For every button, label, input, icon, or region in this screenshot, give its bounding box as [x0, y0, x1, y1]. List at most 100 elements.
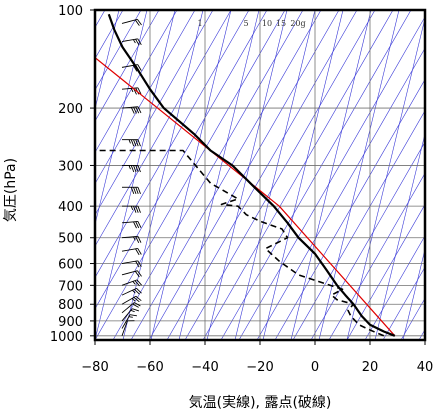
wind-barb-flag — [132, 39, 136, 44]
y-tick-label: 400 — [58, 200, 83, 215]
wind-barb-column — [121, 18, 142, 336]
wind-barb-flag — [132, 281, 136, 285]
wind-barb — [121, 18, 142, 26]
skew-line — [95, 10, 196, 185]
wind-barb-flag — [132, 289, 136, 294]
wind-barb-flag — [128, 316, 133, 318]
x-tick-label: 40 — [417, 360, 434, 375]
wind-barb-flag — [137, 248, 142, 255]
wind-barb-staff — [121, 287, 137, 296]
wind-barb-flag — [137, 106, 142, 114]
wind-barb-flag — [137, 187, 141, 194]
wind-barb-flag — [135, 248, 140, 256]
y-tick-label: 900 — [58, 315, 83, 330]
wind-barb-flag — [130, 107, 135, 114]
wind-barb-flag — [137, 206, 141, 213]
wind-barb-flag — [137, 236, 142, 243]
wind-barb-flag — [133, 187, 137, 194]
wind-barb-flag — [137, 270, 142, 277]
wind-barb — [121, 260, 142, 268]
mixing-line — [95, 10, 120, 111]
mixing-ratio-label: 1 — [197, 19, 202, 28]
wind-barb-flag — [136, 288, 142, 294]
reference-line — [95, 57, 396, 337]
wind-barb-flag — [137, 260, 142, 268]
wind-barb-flag — [135, 206, 139, 213]
wind-barb-flag — [135, 139, 139, 147]
wind-barb-flag — [137, 19, 142, 26]
wind-barb-flag — [130, 187, 135, 194]
wind-barb-flag — [137, 221, 142, 228]
wind-barb-flag — [135, 106, 140, 114]
wind-barb-flag — [132, 303, 139, 308]
wind-barb-flag — [137, 38, 142, 46]
y-tick-label: 800 — [58, 298, 83, 313]
wind-barb-flag — [135, 236, 140, 244]
wind-barb-flag — [130, 206, 134, 211]
temperature-line — [107, 13, 396, 337]
wind-barb-flag — [134, 302, 141, 307]
wind-barb-flag — [128, 165, 131, 170]
wind-barb-staff — [121, 260, 138, 264]
skew-line — [95, 10, 142, 91]
wind-barb-flag — [135, 187, 139, 194]
wind-barb-staff — [121, 18, 138, 24]
skew-line — [95, 10, 232, 247]
wind-barb-flag — [137, 87, 142, 95]
y-tick-label: 300 — [58, 159, 83, 174]
mixing-ratio-labels: 1 5 10 15 20g — [197, 19, 305, 28]
y-tick-label: 700 — [58, 279, 83, 294]
wind-barb-flag — [136, 279, 142, 286]
wind-barb-staff — [121, 270, 138, 276]
wind-barb-flag — [134, 288, 140, 295]
skew-line — [95, 10, 250, 279]
mixing-ratio-label: 15 — [276, 19, 286, 28]
wind-barb — [121, 295, 142, 305]
wind-barb-flag — [133, 206, 137, 213]
wind-barb-staff — [121, 308, 133, 322]
x-axis-ticks: −80 −60 −40 −20 0 20 40 — [81, 340, 433, 375]
wind-barb-flag — [135, 260, 140, 268]
wind-barb-flag — [131, 298, 136, 302]
wind-barb-flag — [133, 297, 140, 303]
wind-barb-flag — [132, 65, 138, 72]
wind-barb — [121, 38, 142, 46]
wind-barb-flag — [137, 139, 141, 147]
wind-barb — [121, 314, 137, 329]
wind-barb-staff — [121, 295, 137, 305]
x-tick-label: 20 — [362, 360, 379, 375]
wind-barb-flag — [133, 139, 137, 147]
mixing-ratio-label: 20g — [290, 19, 305, 28]
wind-barb — [122, 139, 141, 147]
wind-barb — [122, 205, 141, 213]
wind-barb-staff — [121, 302, 135, 314]
wind-barb — [121, 248, 142, 256]
wind-barb-flag — [133, 236, 136, 241]
wind-barb-staff — [121, 87, 138, 90]
skew-line — [95, 10, 160, 122]
wind-barb-flag — [134, 19, 140, 26]
wind-barb-flag — [130, 139, 135, 147]
x-tick-label: −80 — [81, 360, 108, 375]
wind-barb-flag — [133, 106, 137, 114]
y-tick-label: 600 — [58, 258, 83, 273]
mixing-ratio-label: 10 — [262, 19, 272, 28]
wind-barb-flag — [134, 280, 140, 287]
wind-barb-flag — [135, 165, 139, 173]
wind-barb-staff — [121, 235, 138, 239]
wind-barb-flag — [132, 308, 140, 312]
dewpoint-line — [95, 149, 385, 337]
wind-barb — [121, 320, 135, 336]
wind-barb-flag — [137, 165, 141, 173]
wind-barb-flag — [130, 309, 135, 313]
wind-barb-flag — [133, 221, 137, 229]
x-tick-label: −20 — [246, 360, 273, 375]
wind-barb — [121, 270, 142, 278]
wind-barb-flag — [137, 64, 142, 71]
y-tick-label: 500 — [58, 232, 83, 247]
wind-barb-staff — [121, 279, 138, 286]
x-tick-label: −60 — [136, 360, 163, 375]
wind-barb-staff — [121, 38, 138, 43]
